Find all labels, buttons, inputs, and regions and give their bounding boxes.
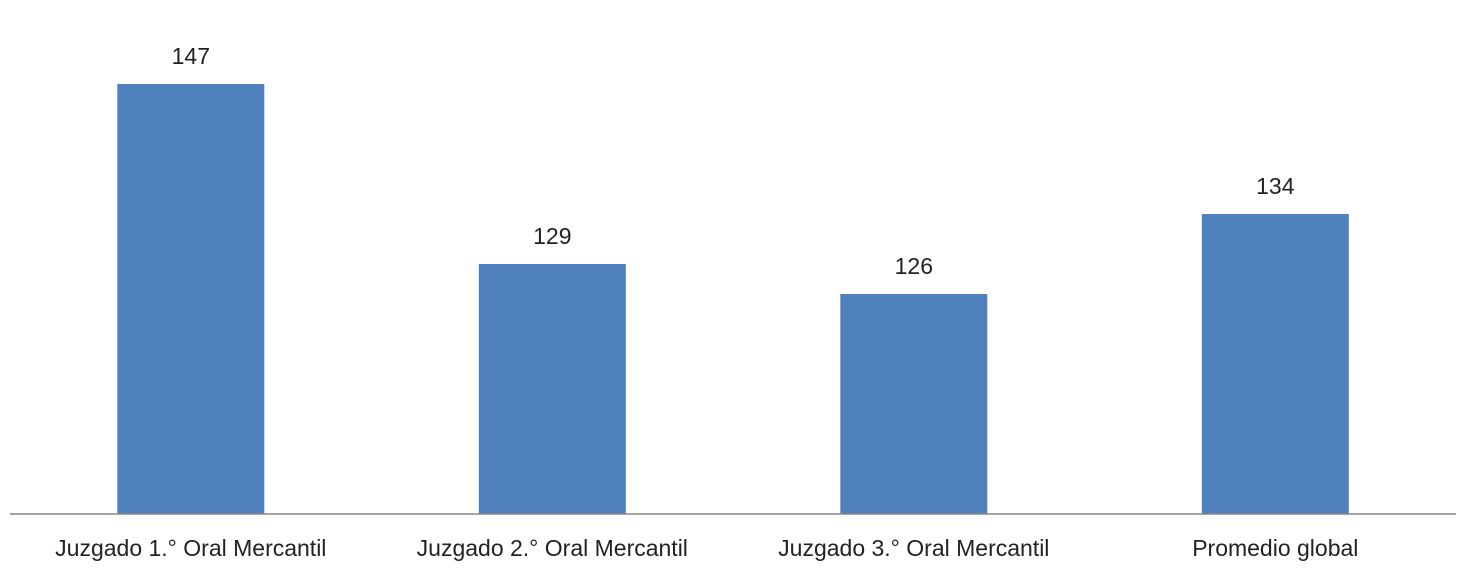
data-label: 126 [895, 253, 933, 279]
data-label: 129 [533, 223, 571, 249]
x-tick-label: Juzgado 3.° Oral Mercantil [778, 535, 1049, 561]
data-label: 147 [172, 43, 210, 69]
bar [840, 294, 988, 514]
bar [1201, 214, 1349, 514]
data-label: 134 [1256, 173, 1295, 199]
x-axis-tick-labels: Juzgado 1.° Oral Mercantil Juzgado 2.° Or… [55, 535, 1358, 561]
bars-layer [117, 84, 1349, 514]
x-tick-label: Juzgado 2.° Oral Mercantil [417, 535, 688, 561]
bar [478, 264, 626, 514]
x-tick-label: Promedio global [1192, 535, 1358, 561]
x-tick-label: Juzgado 1.° Oral Mercantil [55, 535, 326, 561]
bar [117, 84, 265, 514]
value-labels-layer: 147 129 126 134 [172, 43, 1295, 279]
